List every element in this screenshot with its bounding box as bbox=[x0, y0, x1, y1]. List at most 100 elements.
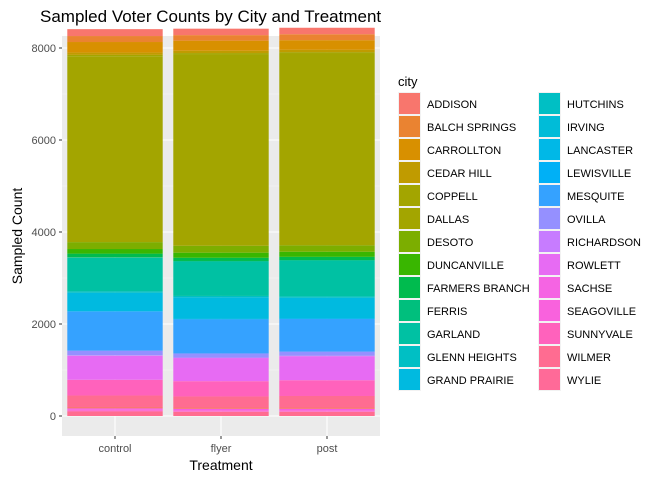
bar-segment-control-cedar-hill bbox=[67, 52, 163, 55]
legend-item: SUNNYVALE bbox=[538, 322, 633, 345]
bar-segment-post-carrollton bbox=[279, 40, 375, 50]
legend-item: LANCASTER bbox=[538, 138, 633, 161]
bar-segment-post-addison bbox=[279, 27, 375, 35]
legend-label: BALCH SPRINGS bbox=[427, 122, 516, 134]
legend-item: WYLIE bbox=[538, 368, 601, 391]
y-tick-label: 2000 bbox=[32, 319, 56, 331]
legend-item: ROWLETT bbox=[538, 253, 621, 276]
bar-segment-control-coppell bbox=[67, 54, 163, 57]
legend-item: COPPELL bbox=[398, 184, 478, 207]
legend-key bbox=[539, 139, 560, 160]
legend-key bbox=[539, 254, 560, 275]
legend-key bbox=[399, 116, 420, 137]
legend-item: DESOTO bbox=[398, 230, 474, 253]
legend-label: SACHSE bbox=[567, 283, 612, 295]
bar-segment-post-duncanville bbox=[279, 251, 375, 257]
bar-segment-control-carrollton bbox=[67, 42, 163, 53]
legend-label: GLENN HEIGHTS bbox=[427, 352, 517, 364]
legend-item: CARROLLTON bbox=[398, 138, 501, 161]
bar-segment-control-richardson bbox=[67, 379, 163, 396]
legend-label: DALLAS bbox=[427, 214, 469, 226]
bar-segment-flyer-addison bbox=[173, 28, 269, 36]
y-axis: 0 2000 4000 6000 8000 bbox=[32, 43, 62, 423]
bar-segment-flyer-carrollton bbox=[173, 40, 269, 51]
legend-label: FARMERS BRANCH bbox=[427, 283, 530, 295]
legend-item: GRAND PRAIRIE bbox=[398, 368, 514, 391]
bar-segment-control-dallas bbox=[67, 56, 163, 243]
bar-segment-flyer-richardson bbox=[173, 381, 269, 397]
bar-segment-flyer-lancaster bbox=[173, 353, 269, 358]
bar-segment-post-garland bbox=[279, 260, 375, 297]
bar-segment-flyer-rowlett bbox=[173, 396, 269, 408]
legend-item: RICHARDSON bbox=[538, 230, 641, 253]
legend-key bbox=[399, 208, 420, 229]
legend-key bbox=[399, 277, 420, 298]
bar-segment-post-sunnyvale bbox=[279, 410, 375, 412]
legend-label: RICHARDSON bbox=[567, 237, 641, 249]
legend-key bbox=[399, 323, 420, 344]
bar-segment-control-sachse bbox=[67, 407, 163, 409]
bar-segment-post-balch-springs bbox=[279, 34, 375, 41]
bar-segment-post-cedar-hill bbox=[279, 49, 375, 53]
bar-segment-control-irving bbox=[67, 311, 163, 351]
bar-segment-control-balch-springs bbox=[67, 36, 163, 43]
legend-item: DALLAS bbox=[398, 207, 469, 230]
legend-item: SACHSE bbox=[538, 276, 612, 299]
legend-label: WILMER bbox=[567, 352, 611, 364]
legend-item: BALCH SPRINGS bbox=[398, 115, 516, 138]
legend-item: FARMERS BRANCH bbox=[398, 276, 530, 299]
legend-item: MESQUITE bbox=[538, 184, 624, 207]
bar-segment-post-mesquite bbox=[279, 356, 375, 381]
y-tick-label: 8000 bbox=[32, 43, 56, 55]
bar-segment-flyer-wylie bbox=[173, 411, 269, 416]
bar-segment-control-desoto bbox=[67, 242, 163, 250]
legend-label: COPPELL bbox=[427, 191, 478, 203]
legend-key bbox=[539, 93, 560, 114]
bar-segment-post-farmers-branch bbox=[279, 256, 375, 261]
bar-segment-control-farmers-branch bbox=[67, 253, 163, 258]
legend-key bbox=[539, 277, 560, 298]
bar-segment-control-garland bbox=[67, 257, 163, 292]
legend-key bbox=[399, 254, 420, 275]
chart-title: Sampled Voter Counts by City and Treatme… bbox=[40, 7, 381, 26]
legend-key bbox=[539, 185, 560, 206]
bar-segment-control-grand-prairie bbox=[67, 292, 163, 312]
legend-label: SUNNYVALE bbox=[567, 329, 633, 341]
bar-segment-flyer-cedar-hill bbox=[173, 50, 269, 54]
legend-label: GRAND PRAIRIE bbox=[427, 375, 514, 387]
legend-key bbox=[399, 139, 420, 160]
bar-segment-post-grand-prairie bbox=[279, 297, 375, 319]
x-tick-label: post bbox=[317, 443, 338, 455]
legend-key bbox=[399, 346, 420, 367]
x-tick-label: control bbox=[98, 443, 131, 455]
bar-segment-post-richardson bbox=[279, 380, 375, 396]
bar-segment-flyer-irving bbox=[173, 319, 269, 354]
legend-key bbox=[539, 231, 560, 252]
legend-label: DUNCANVILLE bbox=[427, 260, 504, 272]
legend-item: GARLAND bbox=[398, 322, 480, 345]
legend-label: SEAGOVILLE bbox=[567, 306, 636, 318]
legend-item: SEAGOVILLE bbox=[538, 299, 636, 322]
legend-label: LEWISVILLE bbox=[567, 168, 631, 180]
legend-key bbox=[539, 208, 560, 229]
legend-key bbox=[399, 185, 420, 206]
bar-segment-control-seagoville bbox=[67, 408, 163, 410]
legend-key bbox=[399, 369, 420, 390]
bar-segment-post-coppell bbox=[279, 52, 375, 54]
legend-label: WYLIE bbox=[567, 375, 601, 387]
bar-segment-flyer-duncanville bbox=[173, 252, 269, 258]
bar-segment-flyer-dallas bbox=[173, 54, 269, 246]
legend-key bbox=[399, 93, 420, 114]
bar-segment-post-desoto bbox=[279, 245, 375, 252]
bar-segment-control-addison bbox=[67, 29, 163, 37]
legend-item: HUTCHINS bbox=[538, 92, 624, 115]
legend-title: city bbox=[398, 74, 418, 89]
bar-segment-post-sachse bbox=[279, 407, 375, 409]
bar-segment-post-glenn-heights bbox=[279, 296, 375, 298]
bar-segment-flyer-sachse bbox=[173, 407, 269, 409]
legend-label: FERRIS bbox=[427, 306, 467, 318]
bar-segment-control-lancaster bbox=[67, 350, 163, 356]
y-axis-title: Sampled Count bbox=[9, 188, 25, 285]
legend-item: IRVING bbox=[538, 115, 605, 138]
